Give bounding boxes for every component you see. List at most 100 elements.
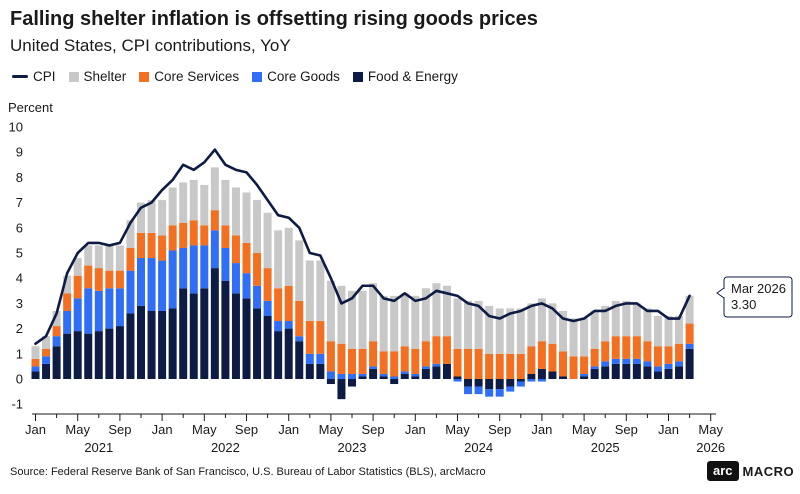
bar-core-goods bbox=[94, 290, 103, 332]
bar-shelter bbox=[675, 316, 684, 344]
legend-swatch-cpi bbox=[12, 75, 28, 78]
bar-shelter bbox=[548, 303, 557, 344]
bar-shelter bbox=[73, 258, 82, 276]
x-tick-label: Jan bbox=[531, 422, 552, 437]
bar-core-services bbox=[305, 321, 314, 354]
x-tick-label: Jan bbox=[658, 422, 679, 437]
bar-shelter bbox=[537, 298, 546, 342]
x-tick-label: May bbox=[65, 422, 90, 437]
bar-core-services bbox=[137, 232, 145, 259]
bar-shelter bbox=[158, 200, 167, 236]
legend-item-core-goods: Core Goods bbox=[252, 69, 340, 84]
legend-swatch-food-energy bbox=[352, 71, 363, 82]
bar-core-goods bbox=[147, 258, 156, 311]
bar-core-services bbox=[537, 341, 546, 369]
bar-food-energy bbox=[168, 308, 177, 379]
bar-shelter bbox=[316, 260, 325, 322]
bar-core-services bbox=[115, 270, 124, 289]
bar-core-goods bbox=[52, 336, 61, 347]
bar-core-services bbox=[400, 346, 409, 372]
x-year-label: 2021 bbox=[84, 440, 113, 455]
chart-subtitle: United States, CPI contributions, YoY bbox=[10, 36, 291, 55]
bar-shelter bbox=[464, 300, 473, 349]
bar-core-goods bbox=[295, 336, 304, 342]
bar-shelter bbox=[189, 179, 198, 221]
bar-shelter bbox=[179, 182, 188, 223]
bar-core-goods bbox=[485, 389, 494, 397]
legend-label-food-energy: Food & Energy bbox=[367, 69, 458, 84]
bar-food-energy bbox=[84, 333, 93, 379]
bar-shelter bbox=[210, 167, 219, 211]
bar-food-energy bbox=[242, 298, 251, 379]
bar-food-energy bbox=[506, 379, 515, 387]
bar-shelter bbox=[453, 298, 462, 349]
bar-core-goods bbox=[221, 247, 230, 281]
bar-food-energy bbox=[210, 268, 219, 379]
x-tick-label: May bbox=[698, 422, 723, 437]
bar-food-energy bbox=[474, 379, 483, 387]
bar-shelter bbox=[569, 318, 578, 357]
bar-core-services bbox=[295, 300, 304, 337]
bar-core-goods bbox=[337, 373, 346, 379]
legend-label-cpi: CPI bbox=[33, 69, 56, 84]
bar-food-energy bbox=[421, 368, 430, 379]
bar-core-goods bbox=[379, 373, 388, 377]
bar-core-services bbox=[73, 275, 82, 299]
bar-core-goods bbox=[400, 371, 409, 374]
bar-core-services bbox=[622, 336, 631, 359]
bar-shelter bbox=[348, 290, 356, 349]
bar-shelter bbox=[632, 303, 641, 337]
bar-food-energy bbox=[179, 288, 188, 379]
bar-core-services bbox=[210, 210, 219, 231]
bar-core-services bbox=[200, 225, 209, 246]
x-tick-label: May bbox=[445, 422, 470, 437]
bar-shelter bbox=[664, 316, 673, 347]
bar-core-goods bbox=[474, 386, 483, 395]
bar-shelter bbox=[653, 316, 662, 347]
bar-food-energy bbox=[105, 328, 114, 379]
bar-shelter bbox=[115, 245, 124, 271]
x-tick-label: Jan bbox=[405, 422, 426, 437]
legend-swatch-core-goods bbox=[252, 71, 263, 82]
bar-core-services bbox=[569, 356, 578, 379]
bar-shelter bbox=[253, 200, 262, 253]
bar-food-energy bbox=[495, 379, 504, 390]
bar-food-energy bbox=[73, 331, 82, 379]
bar-shelter bbox=[369, 283, 378, 342]
bar-food-energy bbox=[685, 348, 694, 379]
bar-core-services bbox=[516, 353, 525, 379]
bar-core-services bbox=[63, 293, 72, 311]
bar-core-goods bbox=[73, 298, 82, 332]
bar-core-services bbox=[421, 341, 430, 367]
logo-box: arc bbox=[707, 461, 739, 481]
bar-food-energy bbox=[622, 363, 631, 379]
cpi-line bbox=[34, 148, 691, 346]
chart-title: Falling shelter inflation is offsetting … bbox=[10, 8, 538, 30]
bar-shelter bbox=[200, 184, 209, 226]
legend-label-core-goods: Core Goods bbox=[267, 69, 340, 84]
y-tick-label: 8 bbox=[16, 170, 23, 185]
bar-core-services bbox=[675, 343, 684, 362]
bar-food-energy bbox=[158, 310, 167, 379]
bar-shelter bbox=[221, 179, 230, 226]
bar-food-energy bbox=[485, 379, 494, 390]
bar-core-goods bbox=[411, 373, 420, 377]
x-year-label: 2022 bbox=[211, 440, 240, 455]
bar-food-energy bbox=[137, 305, 145, 379]
bar-core-goods bbox=[358, 373, 367, 377]
bar-food-energy bbox=[537, 368, 546, 379]
bar-core-goods bbox=[284, 321, 293, 329]
x-tick-label: May bbox=[319, 422, 344, 437]
x-tick-label: Sep bbox=[488, 422, 511, 437]
bar-core-services bbox=[559, 351, 567, 377]
legend-label-shelter: Shelter bbox=[83, 69, 127, 84]
bar-core-services bbox=[284, 285, 293, 322]
bar-core-services bbox=[231, 235, 240, 264]
bar-core-services bbox=[601, 341, 610, 362]
bar-core-services bbox=[348, 348, 356, 374]
callout-label: Mar 2026 bbox=[731, 281, 786, 296]
bar-core-services bbox=[369, 341, 378, 367]
bar-core-services bbox=[105, 270, 114, 289]
bar-core-services bbox=[168, 225, 177, 251]
bar-food-energy bbox=[548, 371, 557, 379]
